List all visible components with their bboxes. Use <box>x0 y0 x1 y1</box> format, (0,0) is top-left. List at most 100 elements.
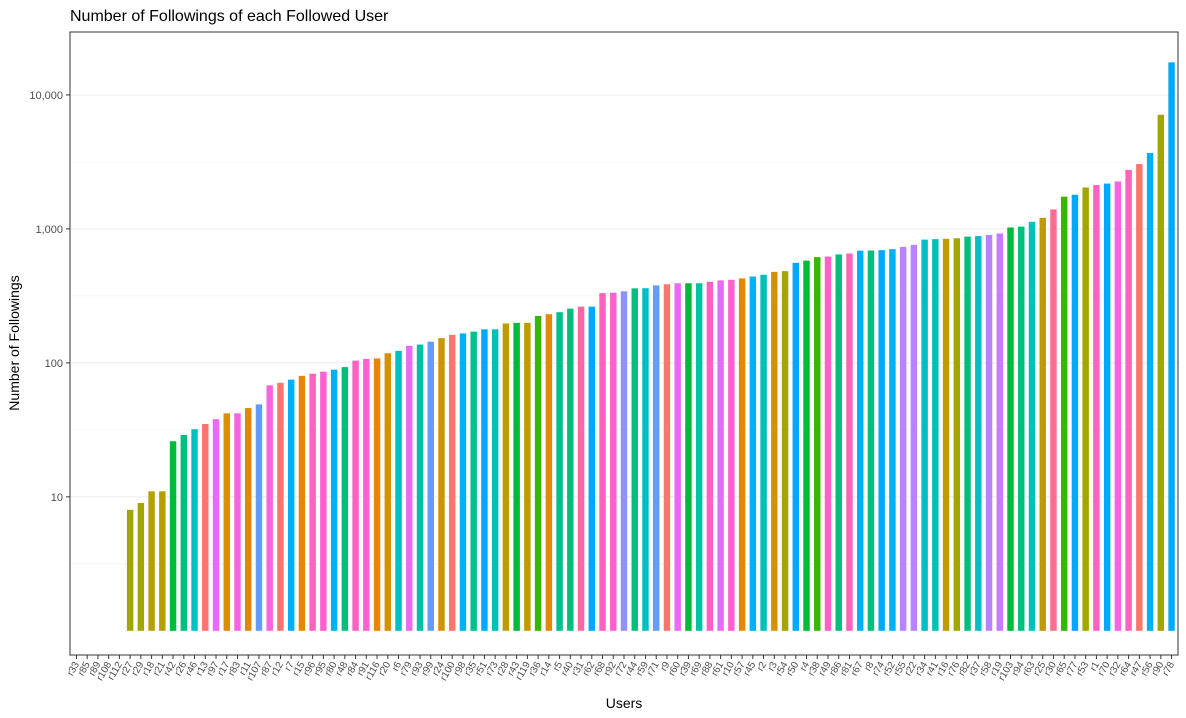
bar <box>416 344 424 631</box>
y-tick-label: 100 <box>45 358 63 370</box>
chart-title: Number of Followings of each Followed Us… <box>70 8 389 25</box>
bar <box>771 271 778 631</box>
bar <box>674 283 681 631</box>
bar <box>1050 209 1057 631</box>
bar <box>438 338 445 631</box>
bar <box>1157 114 1165 631</box>
bar <box>663 284 671 631</box>
bar <box>899 246 907 631</box>
bar <box>470 331 477 631</box>
bar <box>266 385 273 631</box>
bar <box>191 429 198 631</box>
bar <box>202 423 209 631</box>
bar <box>856 250 864 631</box>
bar <box>642 288 649 631</box>
bar <box>1007 227 1014 631</box>
bar <box>803 260 810 631</box>
bar <box>309 373 316 631</box>
bar <box>1125 169 1132 631</box>
bar <box>889 249 896 631</box>
bar <box>567 308 574 631</box>
bar <box>695 283 703 631</box>
bar <box>534 315 542 631</box>
bar <box>932 239 939 631</box>
bar <box>846 253 853 631</box>
bar <box>652 285 660 631</box>
bar <box>287 379 295 631</box>
bar <box>921 239 928 631</box>
bar <box>491 329 499 631</box>
bar <box>620 291 628 631</box>
bar <box>706 281 714 631</box>
bar <box>169 441 177 631</box>
bar <box>599 293 606 631</box>
bar <box>384 353 392 631</box>
bar <box>1071 194 1079 631</box>
y-tick-label: 10 <box>51 492 63 504</box>
bar <box>406 345 413 631</box>
y-tick-label: 10,000 <box>29 90 63 102</box>
bar <box>137 502 145 631</box>
bar <box>1103 183 1111 631</box>
bar <box>330 369 338 631</box>
bar <box>1018 226 1025 631</box>
bar <box>212 419 220 631</box>
bar <box>341 367 349 631</box>
bar <box>738 278 746 631</box>
bar <box>481 329 488 631</box>
bar <box>148 491 155 631</box>
bar <box>867 250 875 631</box>
bar <box>363 358 370 631</box>
bar <box>792 262 800 631</box>
bar <box>245 408 252 631</box>
x-tick-label: r78 <box>1160 660 1177 678</box>
bar <box>395 350 402 631</box>
bar <box>781 271 789 631</box>
bar <box>610 292 617 631</box>
bar <box>1114 181 1122 631</box>
bar <box>180 434 188 631</box>
bar <box>223 413 230 631</box>
bar <box>545 314 553 631</box>
bar <box>126 509 134 631</box>
bar <box>975 236 982 631</box>
bar <box>1093 185 1100 631</box>
x-axis-title: Users <box>606 695 643 711</box>
bar <box>953 238 961 631</box>
bar <box>1082 187 1089 631</box>
bar <box>1039 217 1046 631</box>
bar <box>277 382 284 631</box>
bar <box>1168 62 1175 631</box>
bar <box>1146 153 1154 631</box>
bar <box>685 283 692 631</box>
bar <box>824 256 832 631</box>
bar <box>1028 221 1036 631</box>
bar <box>910 244 918 631</box>
bar <box>513 322 520 631</box>
bar <box>631 288 638 631</box>
bar <box>814 257 821 631</box>
bar <box>373 358 381 631</box>
y-tick-label: 1,000 <box>35 224 63 236</box>
bar <box>159 491 166 631</box>
bar <box>1136 164 1143 631</box>
bar <box>502 323 510 631</box>
bar <box>524 322 531 631</box>
bar <box>320 371 327 631</box>
bar <box>717 280 724 631</box>
bar <box>760 274 767 631</box>
bar <box>749 276 757 631</box>
bar <box>1060 196 1068 631</box>
bar <box>448 334 456 631</box>
bar <box>298 375 306 631</box>
bar <box>556 312 563 631</box>
plot-border <box>69 31 1179 656</box>
bar <box>234 413 241 631</box>
bar <box>427 341 434 631</box>
bar <box>577 306 585 631</box>
bar <box>996 233 1003 631</box>
y-axis-title: Number of Followings <box>6 275 22 410</box>
bar <box>942 238 950 631</box>
bar <box>835 254 842 631</box>
